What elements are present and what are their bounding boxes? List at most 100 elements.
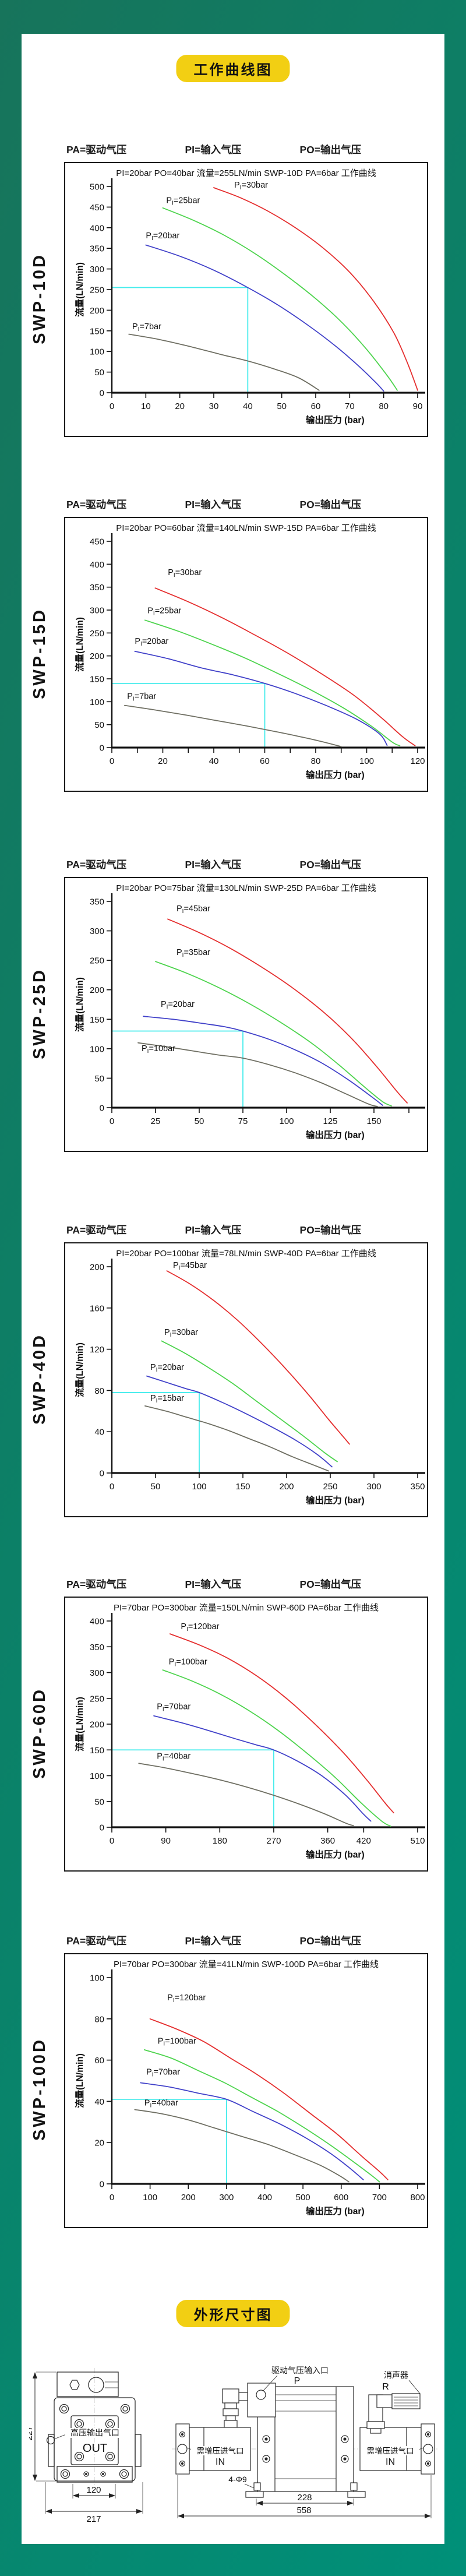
y-tick-label: 350	[90, 244, 104, 254]
rated-point-guide	[112, 1749, 274, 1827]
x-axis-label: 输出压力 (bar)	[306, 414, 365, 425]
legend-pi: PI=输入气压	[185, 859, 242, 871]
x-tick-label: 20	[158, 756, 168, 766]
model-label: SWP-25D	[28, 877, 51, 1150]
x-tick-label: 100	[192, 1482, 206, 1492]
curve-pi=7bar	[128, 333, 320, 391]
x-tick-label: 50	[277, 401, 287, 411]
y-tick-label: 500	[90, 182, 104, 192]
y-tick-label: 40	[94, 2097, 104, 2107]
x-tick-label: 40	[209, 756, 219, 766]
y-tick-label: 250	[90, 956, 104, 966]
content-card: 工作曲线图 SWP-10D PA=驱动气压 PI=输入气压 PO=输出气压 PI…	[22, 34, 444, 2544]
pressure-legend: PA=驱动气压 PI=输入气压 PO=输出气压	[66, 857, 361, 872]
pressure-legend: PA=驱动气压 PI=输入气压 PO=输出气压	[66, 1222, 361, 1237]
chart-box: PI=70bar PO=300bar 流量=150LN/min SWP-60D …	[64, 1597, 428, 1872]
chart-title: PI=70bar PO=300bar 流量=150LN/min SWP-60D …	[114, 1603, 379, 1613]
side-view-drawing: 驱动气压输入口 P 消声器 R 需增压进气口 IN 需增压进气口 IN 4-Φ9	[172, 2366, 438, 2518]
x-tick-label: 20	[175, 401, 185, 411]
drive-inlet-block	[247, 2383, 276, 2418]
y-tick-label: 120	[90, 1345, 104, 1355]
legend-pa: PA=驱动气压	[66, 859, 127, 871]
x-tick-label: 125	[323, 1116, 337, 1126]
model-label-text: SWP-100D	[30, 2038, 49, 2141]
right-inlet-port	[423, 2444, 433, 2454]
y-tick-label: 100	[90, 697, 104, 707]
curve-label: PI=120bar	[167, 1993, 206, 2004]
x-tick-label: 100	[143, 2193, 157, 2203]
y-tick-label: 0	[100, 1104, 104, 1113]
y-tick-label: 150	[90, 326, 104, 336]
model-label: SWP-10D	[28, 162, 51, 435]
hex-plug	[69, 2380, 80, 2390]
dim-228: 228	[297, 2493, 312, 2503]
y-tick-label: 250	[90, 629, 104, 639]
y-tick-label: 300	[90, 606, 104, 616]
y-tick-label: 200	[90, 651, 104, 661]
curve-pi=30bar	[213, 187, 418, 391]
curve-label: PI=100bar	[158, 2036, 196, 2047]
y-tick-label: 450	[90, 203, 104, 213]
curve-pi=35bar	[155, 961, 392, 1106]
y-tick-label: 300	[90, 1668, 104, 1678]
curve-pi=20bar	[145, 244, 384, 392]
model-label: SWP-60D	[28, 1597, 51, 1869]
legend-pa: PA=驱动气压	[66, 499, 127, 510]
x-tick-label: 180	[213, 1836, 227, 1846]
legend-pi: PI=输入气压	[185, 1578, 242, 1590]
y-tick-label: 200	[90, 985, 104, 995]
curve-pi=15bar	[144, 1405, 329, 1472]
y-tick-label: 400	[90, 223, 104, 233]
curve-label: PI=70bar	[157, 1702, 190, 1712]
y-axis-label: 流量(LN/min)	[74, 262, 85, 317]
side-view-outline	[175, 2383, 435, 2498]
x-tick-label: 100	[359, 756, 374, 766]
y-axis-label: 流量(LN/min)	[74, 617, 85, 672]
chart-title: PI=20bar PO=100bar 流量=78LN/min SWP-40D P…	[116, 1249, 376, 1259]
x-tick-label: 60	[260, 756, 270, 766]
x-tick-label: 400	[257, 2193, 272, 2203]
leader-line	[262, 2375, 278, 2392]
x-tick-label: 30	[209, 401, 219, 411]
muffler-label: 消声器	[384, 2370, 408, 2380]
y-tick-label: 350	[90, 583, 104, 593]
elbow-fitting	[222, 2388, 239, 2404]
x-tick-label: 600	[334, 2193, 348, 2203]
x-tick-label: 350	[410, 1482, 425, 1492]
model-label-text: SWP-25D	[30, 967, 49, 1059]
x-tick-label: 150	[366, 1116, 381, 1126]
chart-title: PI=20bar PO=60bar 流量=140LN/min SWP-15D P…	[116, 523, 376, 533]
y-tick-label: 0	[100, 389, 104, 399]
x-tick-label: 80	[379, 401, 389, 411]
x-tick-label: 300	[366, 1482, 381, 1492]
section-swp-10d: SWP-10D PA=驱动气压 PI=输入气压 PO=输出气压 PI=20bar…	[30, 142, 428, 439]
curve-label: PI=20bar	[150, 1363, 184, 1373]
dim-217: 217	[86, 2514, 101, 2524]
curve-pi=45bar	[166, 1270, 350, 1445]
y-axis-label: 流量(LN/min)	[74, 977, 85, 1032]
x-tick-label: 10	[141, 401, 151, 411]
curve-pi=120bar	[149, 2018, 389, 2180]
y-tick-label: 450	[90, 537, 104, 547]
label-bg	[361, 2446, 419, 2455]
x-tick-label: 700	[372, 2193, 387, 2203]
muffler-body	[391, 2393, 421, 2409]
y-tick-label: 0	[100, 1469, 104, 1479]
legend-pi: PI=输入气压	[185, 1224, 242, 1236]
x-tick-label: 80	[311, 756, 321, 766]
x-tick-label: 25	[151, 1116, 161, 1126]
x-axis-label: 输出压力 (bar)	[306, 2205, 365, 2216]
x-tick-label: 300	[219, 2193, 234, 2203]
out-text: OUT	[83, 2442, 107, 2455]
curve-pi=25bar	[144, 619, 401, 746]
chart-box: PI=20bar PO=100bar 流量=78LN/min SWP-40D P…	[64, 1242, 428, 1517]
curve-pi=30bar	[154, 587, 416, 746]
section-swp-15d: SWP-15D PA=驱动气压 PI=输入气压 PO=输出气压 PI=20bar…	[30, 497, 428, 794]
x-tick-label: 420	[356, 1836, 371, 1846]
y-tick-label: 80	[94, 1386, 104, 1396]
left-inlet-port	[177, 2444, 188, 2454]
x-axis-label: 输出压力 (bar)	[306, 769, 365, 780]
leader-line	[408, 2380, 421, 2394]
x-tick-label: 0	[110, 1116, 114, 1126]
curve-label: PI=30bar	[168, 568, 202, 579]
